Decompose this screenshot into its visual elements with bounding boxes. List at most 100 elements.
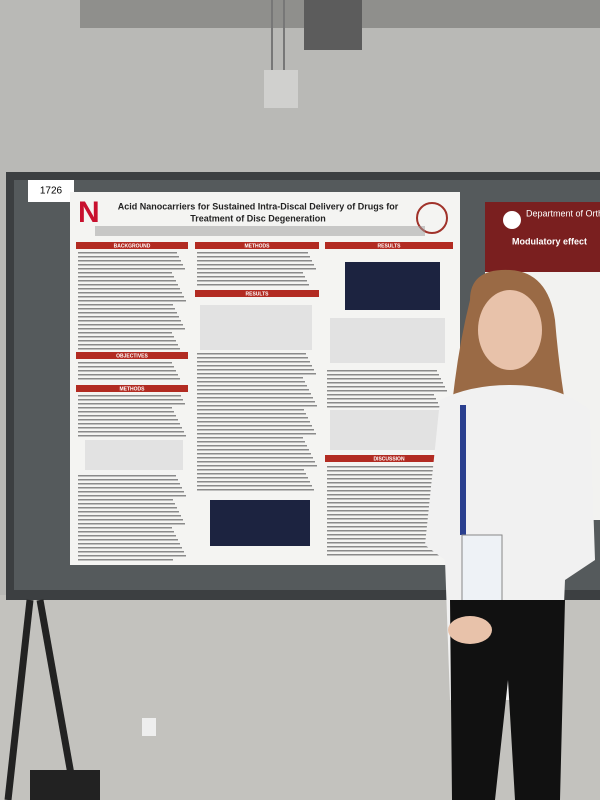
- text-line: [78, 503, 175, 505]
- text-line: [197, 268, 316, 270]
- section-title: BACKGROUND: [114, 243, 151, 249]
- text-line: [197, 365, 312, 367]
- text-line: [197, 481, 310, 483]
- text-line: [327, 498, 447, 500]
- text-line: [197, 421, 310, 423]
- text-line: [197, 256, 310, 258]
- section-bar: [325, 242, 453, 249]
- bag: [30, 770, 100, 800]
- text-line: [197, 417, 308, 419]
- text-line: [78, 559, 173, 561]
- text-line: [197, 393, 311, 395]
- text-line: [327, 510, 453, 512]
- text-line: [197, 385, 307, 387]
- text-line: [78, 483, 180, 485]
- text-line: [197, 489, 314, 491]
- text-line: [78, 348, 180, 350]
- text-line: [327, 494, 445, 496]
- text-line: [197, 280, 307, 282]
- section-title: OBJECTIVES: [116, 353, 148, 359]
- side-poster-header: [485, 202, 600, 272]
- text-line: [327, 402, 438, 404]
- text-line: [327, 554, 445, 556]
- text-line: [78, 332, 172, 334]
- text-line: [197, 264, 314, 266]
- text-line: [78, 511, 179, 513]
- text-line: [78, 495, 186, 497]
- text-line: [78, 403, 185, 405]
- text-line: [327, 526, 446, 528]
- outlet-box: [264, 70, 298, 108]
- text-line: [78, 308, 175, 310]
- text-line: [327, 514, 440, 516]
- text-line: [327, 382, 443, 384]
- text-line: [78, 378, 180, 380]
- author-line: [95, 226, 425, 236]
- side-header: Department of Orthop: [526, 208, 600, 218]
- text-block: [78, 252, 453, 561]
- text-line: [78, 499, 173, 501]
- text-line: [197, 276, 305, 278]
- text-line: [197, 433, 316, 435]
- text-line: [78, 374, 178, 376]
- text-line: [78, 419, 178, 421]
- text-line: [327, 370, 437, 372]
- text-line: [197, 260, 312, 262]
- section-bar: [76, 242, 188, 249]
- hands: [448, 616, 492, 644]
- text-line: [78, 304, 173, 306]
- text-line: [78, 324, 183, 326]
- text-line: [197, 381, 305, 383]
- cup: [142, 718, 156, 736]
- text-line: [78, 272, 172, 274]
- text-line: [78, 407, 172, 409]
- text-line: [327, 470, 448, 472]
- text-line: [197, 449, 309, 451]
- section-bar: [76, 352, 188, 359]
- section-title: DISCUSSION: [373, 456, 405, 462]
- text-line: [78, 539, 178, 541]
- text-line: [78, 316, 179, 318]
- text-line: [78, 399, 183, 401]
- text-line: [78, 288, 180, 290]
- text-line: [78, 276, 174, 278]
- text-line: [327, 398, 436, 400]
- figure-chart: [200, 305, 312, 350]
- text-line: [197, 437, 303, 439]
- text-line: [78, 264, 183, 266]
- text-line: [197, 465, 317, 467]
- text-line: [78, 515, 181, 517]
- text-line: [197, 485, 312, 487]
- text-line: [327, 506, 451, 508]
- text-line: [78, 344, 178, 346]
- figure-image: [345, 262, 440, 310]
- text-line: [197, 284, 309, 286]
- text-line: [78, 435, 186, 437]
- text-line: [327, 378, 441, 380]
- section-title: RESULTS: [378, 243, 402, 249]
- text-line: [327, 538, 452, 540]
- text-line: [327, 390, 447, 392]
- text-line: [78, 292, 182, 294]
- side-title: Modulatory effect: [512, 236, 587, 246]
- text-line: [327, 474, 450, 476]
- section-title: RESULTS: [246, 291, 270, 297]
- section-title: METHODS: [245, 243, 271, 249]
- text-line: [197, 413, 306, 415]
- text-line: [78, 543, 180, 545]
- section-bar: [76, 385, 188, 392]
- text-line: [197, 425, 312, 427]
- lanyard: [460, 405, 466, 535]
- text-line: [78, 487, 182, 489]
- text-line: [197, 461, 315, 463]
- section-bar: [325, 455, 453, 462]
- text-line: [78, 280, 176, 282]
- text-line: [197, 252, 308, 254]
- text-line: [327, 502, 449, 504]
- text-line: [78, 312, 177, 314]
- easel-leg: [4, 599, 34, 800]
- text-line: [197, 445, 307, 447]
- text-line: [197, 373, 316, 375]
- text-line: [197, 361, 310, 363]
